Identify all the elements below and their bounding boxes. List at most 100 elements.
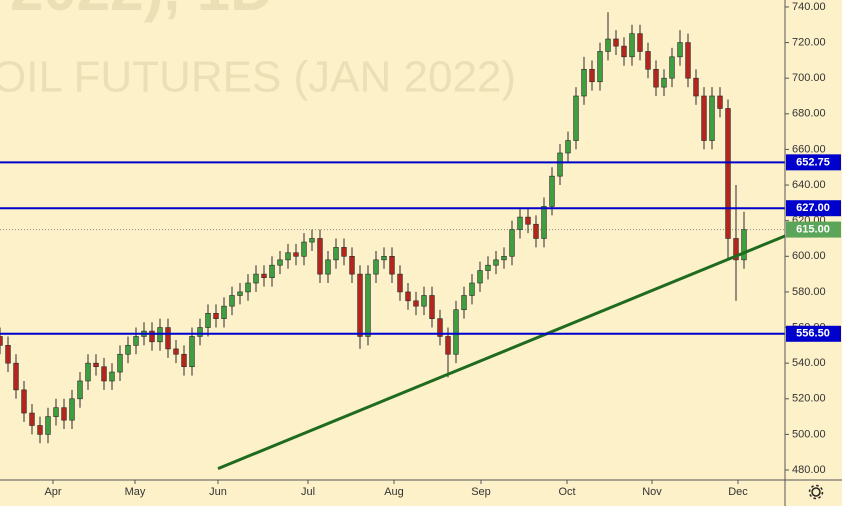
candle-body [565,140,571,154]
y-tick-label: 740.00 [792,1,826,13]
candle-body [317,238,323,275]
level-label-box [786,325,841,342]
candle-body [221,305,227,319]
level-label: 627.00 [796,202,830,214]
candle-body [461,295,467,311]
candle-body [373,259,379,275]
level-label-box [786,200,841,217]
x-tick-label: Sep [471,486,491,498]
candle-body [357,273,363,337]
candle-body [477,270,483,284]
x-tick-label: Dec [728,486,748,498]
y-tick-label: 500.00 [792,428,826,440]
plot-area [0,12,786,470]
x-tick-label: Apr [44,486,61,498]
candle-body [269,264,275,278]
candle-body [741,229,747,261]
level-label-box [786,154,841,171]
y-tick-label: 520.00 [792,393,826,405]
candle-body [253,273,259,284]
candle-body [325,259,331,275]
candle-body [445,336,451,355]
candle-body [85,362,91,382]
candle-body [725,108,731,239]
x-tick-label: Aug [384,486,404,498]
candle-body [493,259,499,266]
x-tick-label: Nov [642,486,662,498]
candle-body [309,238,315,243]
candle-body [517,216,523,230]
x-tick-label: Jul [301,486,315,498]
candle-body [365,273,371,337]
y-tick-label: 720.00 [792,36,826,48]
candle-body [597,51,603,83]
candle-body [669,56,675,79]
candle-body [693,77,699,97]
candle-body [581,68,587,97]
candle-body [637,33,643,52]
candle-body [5,345,11,364]
candle-body [501,255,507,261]
candle-body [13,362,19,391]
candle-body [469,282,475,296]
candle-body [0,336,3,346]
y-tick-label: 580.00 [792,286,826,298]
candle-body [533,223,539,239]
candle-body [421,295,427,307]
candle-body [541,206,547,239]
candle-body [237,291,243,296]
watermark-text: OIL FUTURES (JAN 2022) [0,53,516,102]
watermark-text: 2022), 1D [10,0,274,23]
candle-body [285,252,291,261]
candle-body [261,273,267,278]
x-tick-label: Jun [209,486,227,498]
candle-body [53,407,59,417]
level-label: 652.75 [796,156,830,168]
candle-body [709,95,715,141]
candle-body [109,371,115,382]
candle-body [429,295,435,319]
candle-body [733,238,739,261]
candle-body [573,95,579,141]
candle-body [293,252,299,257]
candle-body [661,77,667,88]
candle-body [21,389,27,414]
y-tick-label: 680.00 [792,108,826,120]
y-tick-label: 600.00 [792,250,826,262]
candle-body [61,407,67,421]
settings-icon[interactable] [808,484,824,500]
candle-body [549,175,555,207]
level-label: 556.50 [796,328,830,340]
candle-body [677,42,683,58]
candle-body [133,336,139,346]
trendline [217,234,786,470]
candle-body [277,259,283,266]
last-price-label: 615.00 [796,223,830,235]
candle-body [165,327,171,350]
candle-body [405,291,411,302]
last-price-box [786,221,841,238]
price-axis [785,0,842,506]
candle-body [69,398,75,421]
y-tick-label: 480.00 [792,464,826,476]
candle-body [605,38,611,52]
candle-body [613,38,619,47]
candle-body [229,295,235,307]
candle-body [645,51,651,70]
candle-body [125,345,131,355]
candle-body [117,353,123,373]
candle-body [341,247,347,257]
candle-body [589,68,595,83]
candle-body [93,362,99,368]
candle-body [413,300,419,307]
candle-body [205,312,211,328]
y-tick-label: 660.00 [792,143,826,155]
candle-body [437,318,443,337]
y-tick-label: 640.00 [792,179,826,191]
candle-body [397,273,403,293]
candle-body [181,353,187,368]
x-tick-label: Oct [558,486,575,498]
candle-body [621,45,627,58]
